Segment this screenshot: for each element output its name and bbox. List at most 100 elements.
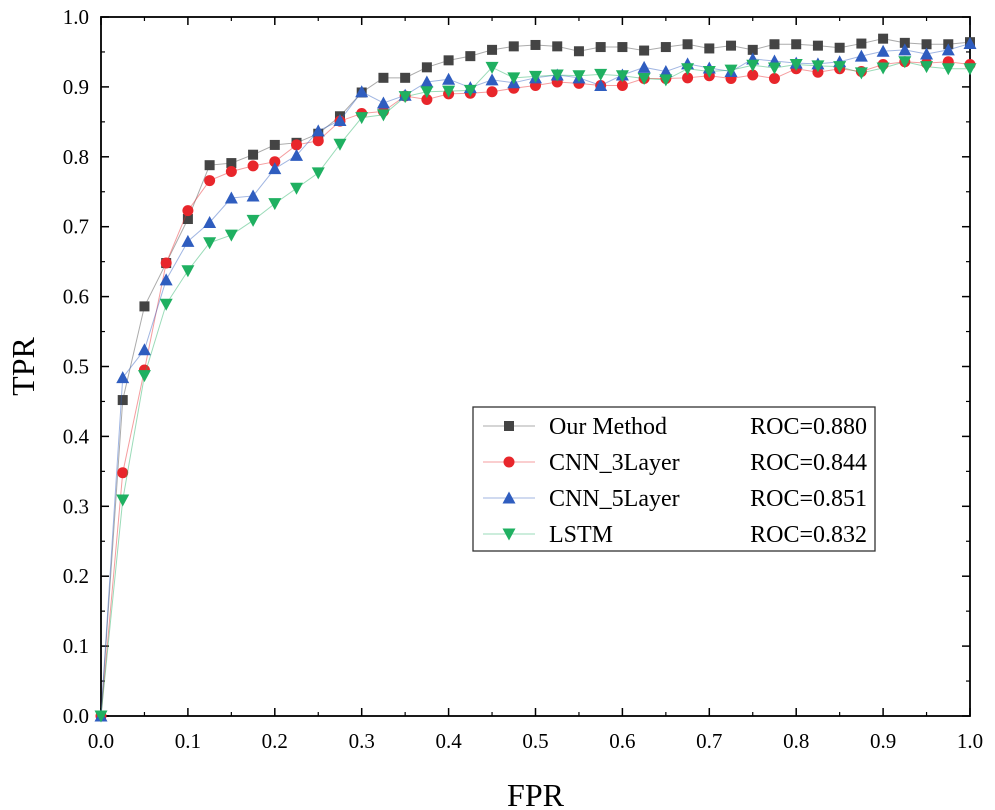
data-point-our-method: [791, 39, 802, 50]
data-point-our-method: [856, 38, 867, 49]
data-point-cnn-5layer: [181, 234, 195, 247]
data-point-our-method: [182, 214, 193, 225]
legend-item-our-method: Our Method ROC=0.880: [483, 414, 867, 440]
data-point-cnn-3layer: [768, 73, 780, 85]
x-tick-label: 0.6: [609, 729, 635, 753]
data-point-our-method: [747, 44, 758, 55]
series-line-cnn-5layer: [100, 43, 971, 717]
data-point-our-method: [487, 44, 498, 55]
data-point-cnn-3layer: [421, 93, 433, 105]
data-point-lstm: [681, 63, 695, 76]
y-tick-label: 0.0: [63, 704, 89, 728]
data-point-our-method: [639, 45, 650, 56]
data-point-our-method: [834, 42, 845, 53]
data-point-cnn-5layer: [420, 75, 434, 88]
series-line-our-method: [100, 38, 971, 717]
data-point-cnn-5layer: [485, 73, 499, 86]
data-point-lstm: [181, 265, 195, 278]
data-point-lstm: [963, 63, 977, 76]
legend-roc-value: ROC=0.880: [750, 414, 867, 440]
x-tick-label: 0.8: [783, 729, 809, 753]
data-point-cnn-3layer: [225, 165, 237, 177]
data-point-cnn-5layer: [376, 96, 390, 109]
axis-ticks: 0.0 0.1 0.2 0.3 0.4 0.5 0.6 0.7 0.8 0.9 1.0 0.0 0.1 0…: [63, 5, 983, 753]
data-point-cnn-3layer: [312, 135, 324, 147]
data-point-lstm: [550, 69, 564, 82]
legend-box: [472, 406, 876, 552]
legend-roc-value: ROC=0.851: [750, 486, 867, 512]
data-point-cnn-5layer: [137, 343, 151, 356]
data-point-lstm: [767, 62, 781, 75]
data-point-lstm: [594, 68, 608, 81]
data-point-our-method: [660, 42, 671, 53]
data-point-cnn-3layer: [182, 205, 194, 217]
legend-series-name: LSTM: [549, 522, 613, 548]
x-tick-label: 0.9: [870, 729, 896, 753]
data-point-lstm: [376, 109, 390, 122]
x-tick-label: 0.3: [349, 729, 375, 753]
series-our-method: [96, 33, 975, 721]
data-point-lstm: [311, 167, 325, 180]
series-layer: [94, 33, 977, 723]
data-point-our-method: [573, 46, 584, 57]
data-point-lstm: [159, 298, 173, 311]
data-point-lstm: [420, 86, 434, 99]
data-point-lstm: [246, 214, 260, 227]
data-point-lstm: [398, 91, 412, 104]
data-point-cnn-3layer: [616, 80, 628, 92]
data-point-our-method: [552, 41, 563, 52]
data-point-cnn-5layer: [898, 43, 912, 56]
y-tick-label: 0.6: [63, 285, 89, 309]
x-tick-label: 0.7: [696, 729, 722, 753]
data-point-cnn-5layer: [876, 44, 890, 57]
x-tick-label: 0.4: [435, 729, 462, 753]
plot-border: [100, 16, 971, 717]
plot-area: [100, 16, 971, 717]
data-point-cnn-5layer: [116, 371, 130, 384]
data-point-cnn-5layer: [854, 49, 868, 62]
data-point-lstm: [702, 66, 716, 79]
data-point-cnn-5layer: [963, 37, 977, 50]
data-point-lstm: [920, 61, 934, 74]
data-point-our-method: [421, 62, 432, 73]
data-point-lstm: [116, 494, 130, 507]
data-point-lstm: [333, 138, 347, 151]
data-point-our-method: [269, 139, 280, 150]
data-point-cnn-5layer: [920, 47, 934, 60]
y-tick-label: 0.9: [63, 75, 89, 99]
series-lstm: [94, 56, 977, 723]
data-point-lstm: [811, 60, 825, 73]
data-point-lstm: [224, 229, 238, 242]
data-point-cnn-5layer: [637, 60, 651, 73]
x-axis-title: FPR: [507, 777, 565, 810]
y-tick-label: 0.4: [63, 424, 90, 448]
data-point-lstm: [485, 61, 499, 74]
data-point-lstm: [659, 74, 673, 87]
y-tick-label: 0.1: [63, 634, 89, 658]
y-tick-label: 0.2: [63, 564, 89, 588]
series-cnn-5layer: [94, 37, 977, 722]
legend-series-name: CNN_3Layer: [549, 450, 680, 476]
legend-roc-value: ROC=0.844: [750, 450, 867, 476]
data-point-lstm: [615, 70, 629, 83]
data-point-cnn-3layer: [682, 72, 694, 84]
data-point-cnn-5layer: [311, 124, 325, 137]
data-point-lstm: [137, 370, 151, 383]
data-point-lstm: [507, 72, 521, 85]
data-point-cnn-5layer: [268, 162, 282, 175]
data-point-our-method: [704, 43, 715, 54]
legend-marker: [502, 491, 516, 504]
data-point-lstm: [637, 73, 651, 86]
data-point-cnn-5layer: [442, 72, 456, 85]
data-point-our-method: [899, 37, 910, 48]
data-point-cnn-5layer: [246, 189, 260, 202]
data-point-lstm: [941, 63, 955, 76]
data-point-lstm: [442, 85, 456, 98]
x-tick-label: 0.1: [175, 729, 201, 753]
data-point-our-method: [921, 39, 932, 50]
data-point-lstm: [268, 198, 282, 211]
data-point-lstm: [529, 70, 542, 83]
data-point-lstm: [876, 62, 890, 75]
legend-item-cnn-5layer: CNN_5Layer ROC=0.851: [483, 486, 867, 512]
